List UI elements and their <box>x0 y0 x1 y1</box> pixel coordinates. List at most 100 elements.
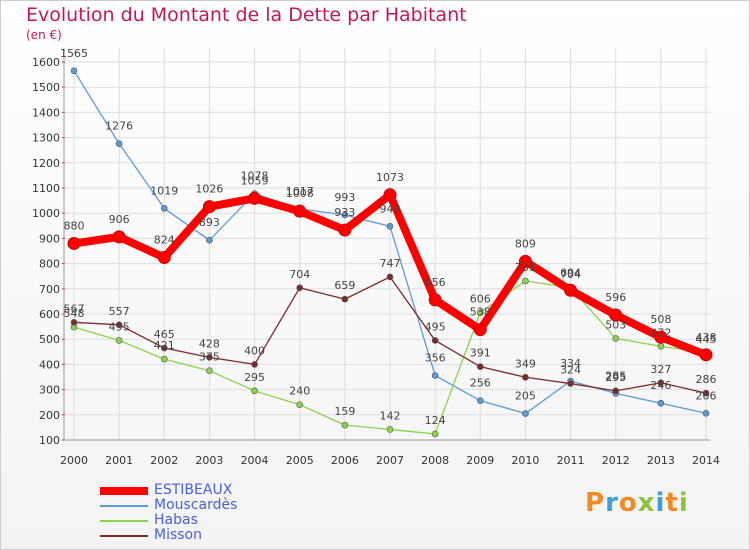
data-label: 548 <box>64 307 85 320</box>
data-point <box>476 397 484 404</box>
data-label: 142 <box>380 409 401 422</box>
data-point <box>386 223 394 230</box>
legend-item: Mouscardès <box>100 498 237 513</box>
logo-letter: t <box>665 488 679 518</box>
data-label: 159 <box>334 405 355 418</box>
legend-swatch <box>100 486 148 495</box>
data-point <box>383 188 397 202</box>
data-label: 391 <box>470 347 491 360</box>
legend-swatch <box>100 504 148 507</box>
data-label: 694 <box>560 266 581 279</box>
data-point <box>699 348 713 362</box>
data-label: 349 <box>515 357 536 370</box>
y-tick-label: 200 <box>39 409 60 422</box>
y-tick-label: 1300 <box>32 132 60 145</box>
logo-letter: x <box>637 488 656 518</box>
data-point <box>67 236 81 250</box>
x-tick-label: 2014 <box>692 454 720 467</box>
y-tick-label: 600 <box>39 308 60 321</box>
data-label: 375 <box>199 351 220 364</box>
data-point <box>702 389 710 397</box>
data-label: 731 <box>515 261 536 274</box>
legend-item: ESTIBEAUX <box>100 483 237 498</box>
line-chart: 100 200 300 400 500 600 700 800 900 1000 1100 1200 1… <box>32 47 720 467</box>
data-label: 1008 <box>286 187 314 200</box>
legend-label: Misson <box>154 527 202 543</box>
data-point <box>657 379 665 387</box>
data-label: 256 <box>470 377 491 390</box>
data-label: 704 <box>289 268 310 281</box>
data-point <box>338 223 352 237</box>
data-label: 428 <box>199 337 220 350</box>
data-label: 809 <box>515 237 536 250</box>
y-tick-label: 300 <box>39 384 60 397</box>
data-label: 948 <box>380 202 401 215</box>
x-tick-label: 2004 <box>241 454 269 467</box>
x-tick-label: 2000 <box>60 454 88 467</box>
legend-swatch <box>100 534 148 537</box>
data-label: 327 <box>650 363 671 376</box>
data-point <box>296 401 304 409</box>
data-point <box>115 337 123 344</box>
data-label: 659 <box>334 279 355 292</box>
logo-letter: i <box>678 488 689 518</box>
data-point <box>206 354 213 361</box>
logo-letter: i <box>655 488 666 518</box>
data-label: 295 <box>605 371 626 384</box>
data-point <box>522 373 529 381</box>
data-point <box>251 387 258 395</box>
data-label: 334 <box>560 357 581 370</box>
logo-letter: P <box>585 488 606 518</box>
data-point <box>293 204 307 218</box>
data-label: 206 <box>696 389 717 402</box>
data-label: 445 <box>696 333 717 346</box>
data-point <box>206 236 213 244</box>
data-label: 508 <box>650 313 671 326</box>
data-point <box>654 330 668 344</box>
data-point <box>473 323 487 337</box>
data-label: 495 <box>109 320 130 333</box>
data-label: 495 <box>425 320 446 333</box>
data-label: 893 <box>199 216 220 229</box>
logo-letter: o <box>618 488 638 518</box>
data-point <box>612 335 620 342</box>
x-tick-label: 2007 <box>376 454 404 467</box>
y-tick-label: 1000 <box>32 207 60 220</box>
data-point <box>567 380 574 387</box>
chart-unit: (en €) <box>26 28 62 42</box>
x-tick-label: 2008 <box>421 454 449 467</box>
data-label: 880 <box>64 219 85 232</box>
y-tick-label: 100 <box>39 434 60 447</box>
data-point <box>202 200 216 214</box>
x-tick-label: 2006 <box>331 454 359 467</box>
data-label: 557 <box>109 305 130 318</box>
x-tick-label: 2009 <box>466 454 494 467</box>
data-label: 421 <box>154 339 175 352</box>
data-label: 933 <box>334 206 355 219</box>
data-point <box>386 273 394 281</box>
data-point <box>70 319 78 326</box>
legend-item: Habas <box>100 513 237 528</box>
data-label: 538 <box>470 306 491 319</box>
data-point <box>115 321 123 329</box>
y-tick-label: 500 <box>39 333 60 346</box>
data-label: 1565 <box>60 47 88 60</box>
data-label: 1276 <box>105 120 133 133</box>
data-point <box>476 363 484 370</box>
y-tick-label: 400 <box>39 358 60 371</box>
legend-item: Misson <box>100 528 237 543</box>
data-point <box>657 399 665 407</box>
data-label: 240 <box>289 385 310 398</box>
x-tick-label: 2001 <box>105 454 133 467</box>
data-label: 465 <box>154 328 175 341</box>
data-point <box>296 284 304 292</box>
data-point <box>476 309 484 316</box>
y-tick-label: 900 <box>39 232 60 245</box>
data-point <box>431 430 439 438</box>
data-point <box>157 251 171 265</box>
data-label: 246 <box>650 379 671 392</box>
x-tick-label: 2010 <box>511 454 539 467</box>
data-point <box>160 344 168 352</box>
x-tick-label: 2003 <box>195 454 223 467</box>
